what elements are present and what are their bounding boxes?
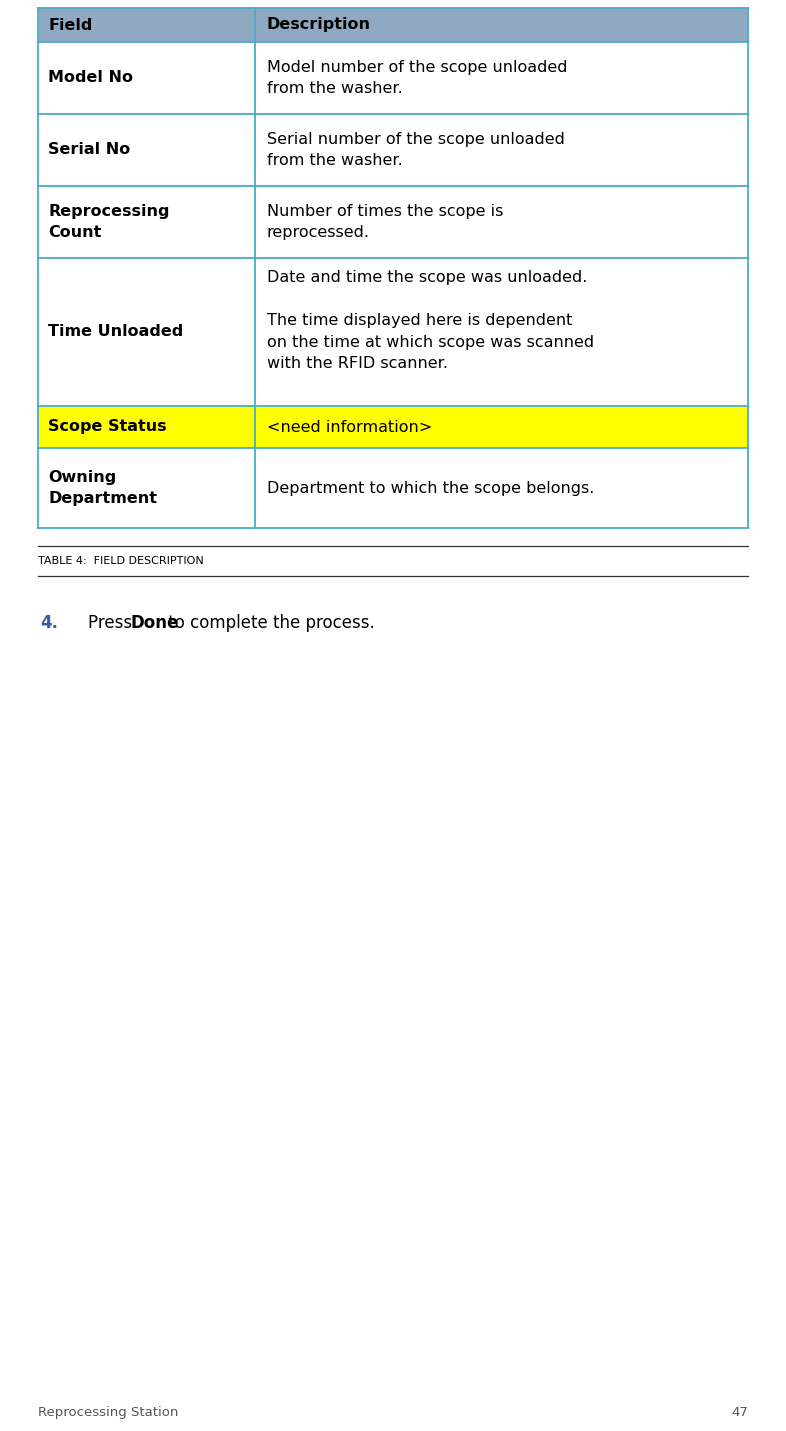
- Text: Done: Done: [130, 614, 178, 633]
- Text: Model number of the scope unloaded
from the washer.: Model number of the scope unloaded from …: [266, 60, 567, 96]
- Bar: [38, 9, 255, 41]
- Text: TABLE 4:  FIELD DESCRIPTION: TABLE 4: FIELD DESCRIPTION: [38, 557, 204, 567]
- Text: Reprocessing
Count: Reprocessing Count: [48, 205, 170, 240]
- Bar: [255, 406, 748, 448]
- Text: Owning
Department: Owning Department: [48, 471, 157, 505]
- Bar: [38, 186, 255, 258]
- Text: Model No: Model No: [48, 70, 133, 86]
- Text: Date and time the scope was unloaded.

The time displayed here is dependent
on t: Date and time the scope was unloaded. Th…: [266, 270, 593, 372]
- Text: Scope Status: Scope Status: [48, 419, 167, 435]
- Text: Serial No: Serial No: [48, 143, 130, 157]
- Text: 47: 47: [731, 1407, 748, 1420]
- Text: Description: Description: [266, 17, 370, 33]
- Text: to complete the process.: to complete the process.: [163, 614, 375, 633]
- Text: 4.: 4.: [40, 614, 58, 633]
- Bar: [255, 186, 748, 258]
- Bar: [38, 258, 255, 406]
- Bar: [38, 406, 255, 448]
- Text: Number of times the scope is
reprocessed.: Number of times the scope is reprocessed…: [266, 203, 503, 240]
- Text: Press: Press: [88, 614, 138, 633]
- Bar: [255, 41, 748, 114]
- Text: Department to which the scope belongs.: Department to which the scope belongs.: [266, 481, 594, 495]
- Bar: [38, 41, 255, 114]
- Text: Serial number of the scope unloaded
from the washer.: Serial number of the scope unloaded from…: [266, 132, 564, 169]
- Text: Reprocessing Station: Reprocessing Station: [38, 1407, 178, 1420]
- Bar: [255, 9, 748, 41]
- Text: Field: Field: [48, 17, 93, 33]
- Text: Time Unloaded: Time Unloaded: [48, 325, 183, 339]
- Text: <need information>: <need information>: [266, 419, 432, 435]
- Bar: [255, 258, 748, 406]
- Bar: [255, 448, 748, 528]
- Bar: [255, 114, 748, 186]
- Bar: [38, 448, 255, 528]
- Bar: [38, 114, 255, 186]
